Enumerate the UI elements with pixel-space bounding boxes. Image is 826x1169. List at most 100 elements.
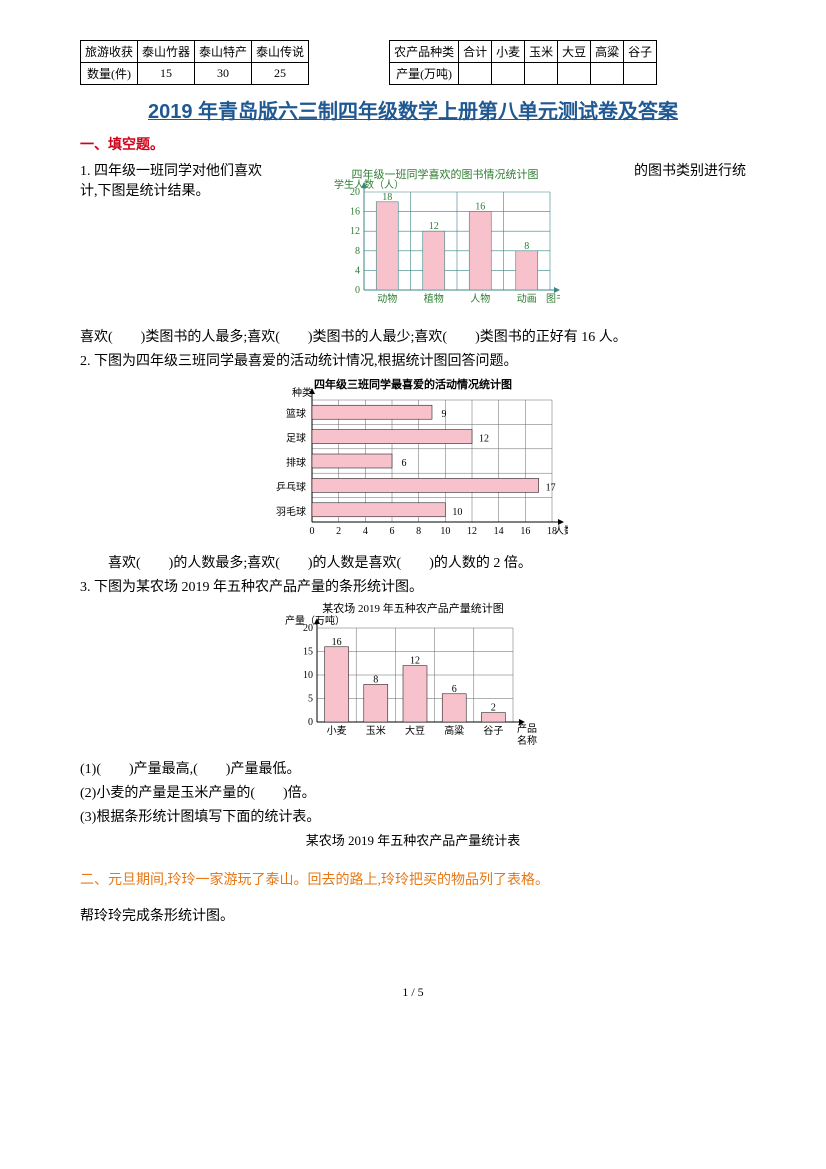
svg-text:10: 10 xyxy=(303,670,313,681)
svg-text:动画: 动画 xyxy=(517,293,537,305)
hdr: 泰山竹器 xyxy=(138,41,195,63)
top-tables-row: 旅游收获 泰山竹器 泰山特产 泰山传说 数量(件) 15 30 25 农产品种类… xyxy=(80,40,746,85)
svg-text:20: 20 xyxy=(350,187,360,198)
q3-3: (3)根据条形统计图填写下面的统计表。 xyxy=(80,806,746,826)
svg-text:0: 0 xyxy=(355,285,360,296)
cell: 15 xyxy=(138,63,195,85)
page-title: 2019 年青岛版六三制四年级数学上册第八单元测试卷及答案 xyxy=(80,95,746,124)
svg-text:4: 4 xyxy=(355,265,360,276)
svg-text:20: 20 xyxy=(303,623,313,634)
svg-text:16: 16 xyxy=(520,526,530,537)
svg-text:名称: 名称 xyxy=(517,734,537,747)
cell: 25 xyxy=(252,63,309,85)
svg-text:18: 18 xyxy=(382,192,392,203)
section2-text: 二、元旦期间,玲玲一家游玩了泰山。回去的路上,玲玲把买的物品列了表格。 xyxy=(80,869,746,889)
svg-text:谷子: 谷子 xyxy=(483,725,503,737)
svg-text:10: 10 xyxy=(452,507,462,518)
section2-sub: 帮玲玲完成条形统计图。 xyxy=(80,905,746,925)
hdr: 大豆 xyxy=(558,41,591,63)
svg-text:足球: 足球 xyxy=(286,432,306,445)
svg-text:大豆: 大豆 xyxy=(405,724,425,737)
q1-left: 1. 四年级一班同学对他们喜欢 计,下图是统计结果。 xyxy=(80,160,262,200)
svg-text:8: 8 xyxy=(524,241,529,252)
svg-text:0: 0 xyxy=(308,717,313,728)
svg-text:15: 15 xyxy=(303,647,313,658)
q2-intro: 2. 下图为四年级三班同学最喜爱的活动统计情况,根据统计图回答问题。 xyxy=(80,350,746,370)
svg-text:9: 9 xyxy=(442,409,447,420)
hdr: 农产品种类 xyxy=(390,41,459,63)
svg-text:四年级一班同学喜欢的图书情况统计图: 四年级一班同学喜欢的图书情况统计图 xyxy=(352,167,539,181)
svg-text:篮球: 篮球 xyxy=(286,407,306,420)
svg-text:高粱: 高粱 xyxy=(444,724,464,737)
svg-text:2: 2 xyxy=(491,703,496,714)
q3-1: (1)( )产量最高,( )产量最低。 xyxy=(80,758,746,778)
q1-right: 的图书类别进行统 xyxy=(634,160,746,180)
svg-text:某农场 2019 年五种农产品产量统计图: 某农场 2019 年五种农产品产量统计图 xyxy=(322,602,504,615)
cell xyxy=(624,63,657,85)
svg-text:产量（万吨）: 产量（万吨） xyxy=(285,614,345,627)
hdr: 旅游收获 xyxy=(81,41,138,63)
svg-text:排球: 排球 xyxy=(286,456,306,469)
q3-2: (2)小麦的产量是玉米产量的( )倍。 xyxy=(80,782,746,802)
svg-text:种类: 种类 xyxy=(292,386,312,399)
svg-text:8: 8 xyxy=(373,674,378,685)
cell xyxy=(459,63,492,85)
svg-text:12: 12 xyxy=(429,221,439,232)
svg-text:12: 12 xyxy=(479,434,489,445)
top-table-left: 旅游收获 泰山竹器 泰山特产 泰山传说 数量(件) 15 30 25 xyxy=(80,40,309,85)
cell xyxy=(558,63,591,85)
top-table-right: 农产品种类 合计 小麦 玉米 大豆 高粱 谷子 产量(万吨) xyxy=(389,40,657,85)
row-label: 产量(万吨) xyxy=(390,63,459,85)
svg-text:羽毛球: 羽毛球 xyxy=(276,505,306,518)
hdr: 小麦 xyxy=(492,41,525,63)
q1-blank: 喜欢( )类图书的人最多;喜欢( )类图书的人最少;喜欢( )类图书的正好有 1… xyxy=(80,326,746,346)
svg-text:人数(人): 人数(人) xyxy=(554,524,568,537)
hdr: 高粱 xyxy=(591,41,624,63)
svg-text:14: 14 xyxy=(494,526,504,537)
book-bar-chart: 四年级一班同学喜欢的图书情况统计图学生人数（人） 0 4 8 12 16 20 18 动物 12 植… xyxy=(330,166,560,316)
q3-intro: 3. 下图为某农场 2019 年五种农产品产量的条形统计图。 xyxy=(80,576,746,596)
svg-text:8: 8 xyxy=(355,246,360,257)
svg-text:6: 6 xyxy=(452,684,457,695)
cell xyxy=(525,63,558,85)
svg-text:6: 6 xyxy=(402,458,407,469)
section1-label: 一、填空题。 xyxy=(80,134,746,154)
hdr: 泰山特产 xyxy=(195,41,252,63)
svg-text:产品: 产品 xyxy=(517,722,537,735)
q1-row: 1. 四年级一班同学对他们喜欢 计,下图是统计结果。 四年级一班同学喜欢的图书情… xyxy=(80,160,746,322)
svg-text:四年级三班同学最喜爱的活动情况统计图: 四年级三班同学最喜爱的活动情况统计图 xyxy=(314,377,512,391)
cell xyxy=(591,63,624,85)
svg-text:玉米: 玉米 xyxy=(366,724,386,737)
row-label: 数量(件) xyxy=(81,63,138,85)
svg-text:图书类别: 图书类别 xyxy=(546,292,560,305)
svg-text:动物: 动物 xyxy=(377,292,397,305)
crop-bar-chart: 某农场 2019 年五种农产品产量统计图产量（万吨） 0 5 10 15 20 16 小麦 8 玉… xyxy=(283,602,543,752)
page-number: 1 / 5 xyxy=(80,985,746,1000)
hdr: 泰山传说 xyxy=(252,41,309,63)
svg-text:17: 17 xyxy=(546,482,556,493)
cell: 30 xyxy=(195,63,252,85)
activity-hbar-chart: 四年级三班同学最喜爱的活动情况统计图种类024681012141618人数(人)… xyxy=(258,376,568,546)
svg-text:12: 12 xyxy=(467,526,477,537)
hdr: 谷子 xyxy=(624,41,657,63)
svg-text:人物: 人物 xyxy=(470,292,490,305)
q2-blank: 喜欢( )的人数最多;喜欢( )的人数是喜欢( )的人数的 2 倍。 xyxy=(80,552,746,572)
svg-text:4: 4 xyxy=(363,526,368,537)
svg-text:16: 16 xyxy=(350,207,360,218)
cell xyxy=(492,63,525,85)
svg-text:16: 16 xyxy=(332,637,342,648)
svg-text:小麦: 小麦 xyxy=(327,725,347,737)
svg-text:2: 2 xyxy=(336,526,341,537)
q3-table-title: 某农场 2019 年五种农产品产量统计表 xyxy=(80,830,746,849)
svg-text:0: 0 xyxy=(310,526,315,537)
svg-text:10: 10 xyxy=(440,526,450,537)
svg-text:16: 16 xyxy=(475,202,485,213)
svg-text:8: 8 xyxy=(416,526,421,537)
svg-text:植物: 植物 xyxy=(424,292,444,305)
svg-text:12: 12 xyxy=(350,226,360,237)
hdr: 玉米 xyxy=(525,41,558,63)
svg-text:5: 5 xyxy=(308,694,313,705)
svg-text:学生人数（人）: 学生人数（人） xyxy=(334,178,404,191)
hdr: 合计 xyxy=(459,41,492,63)
svg-text:乒乓球: 乒乓球 xyxy=(276,480,306,493)
